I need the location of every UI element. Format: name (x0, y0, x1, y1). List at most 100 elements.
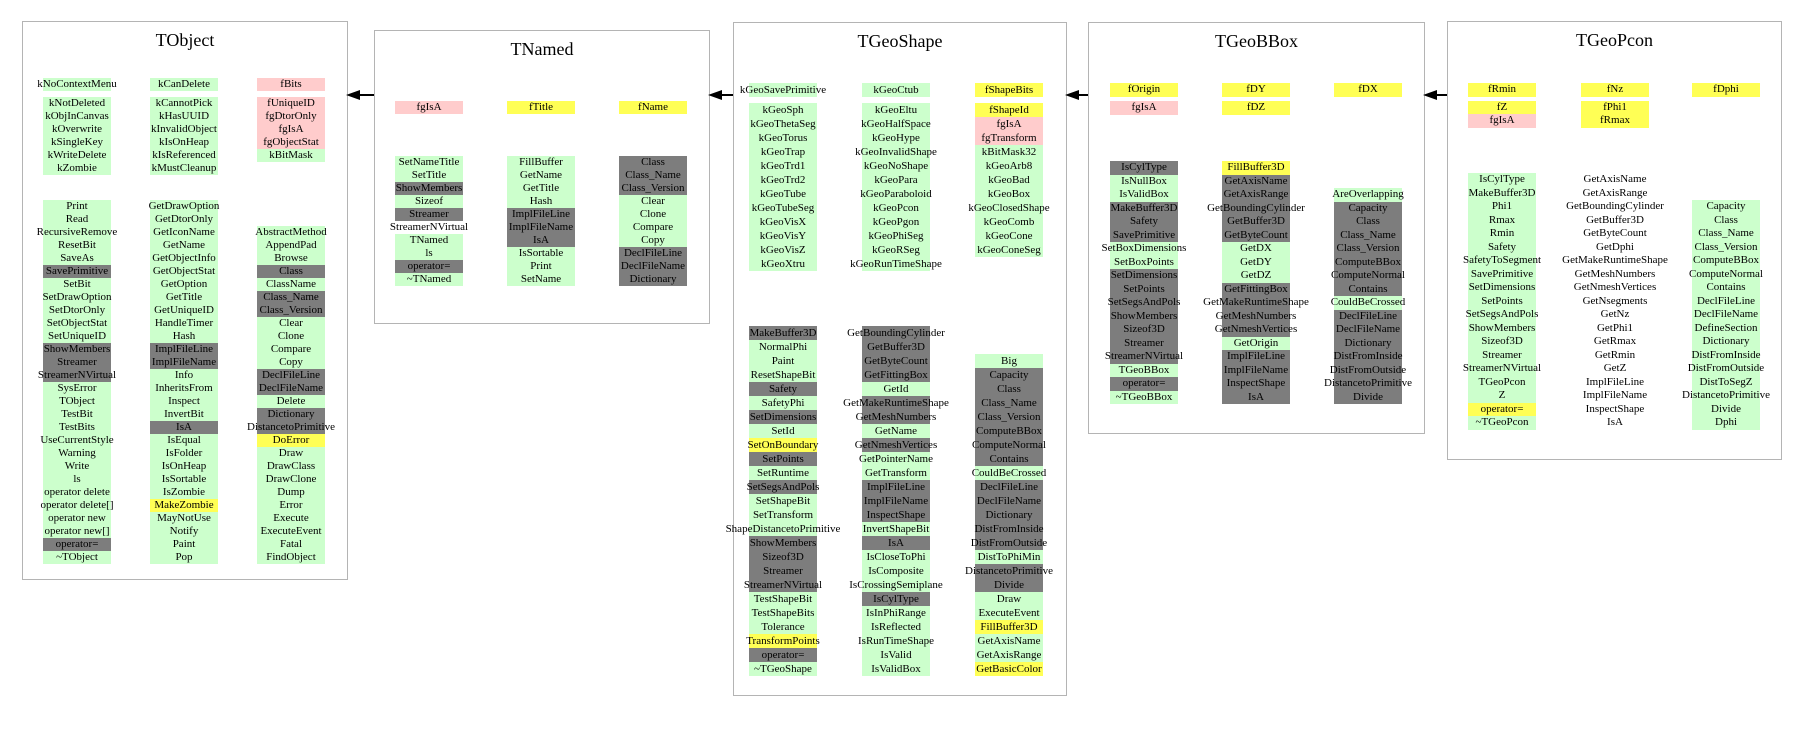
member-dictionary[interactable]: Dictionary (1293, 336, 1443, 350)
member-kisonheap[interactable]: kIsOnHeap (109, 136, 259, 149)
member-draw[interactable]: Draw (934, 592, 1084, 606)
member-testshapebits[interactable]: TestShapeBits (708, 606, 858, 620)
member-browse[interactable]: Browse (216, 252, 366, 265)
member-declfilename[interactable]: DeclFileName (1293, 323, 1443, 337)
member-kgeorseg[interactable]: kGeoRSeg (821, 243, 971, 257)
member-class-name[interactable]: Class_Name (1293, 228, 1443, 242)
member-class[interactable]: Class (1651, 213, 1795, 227)
member-implfileline[interactable]: ImplFileLine (1540, 376, 1690, 390)
member-abstractmethod[interactable]: AbstractMethod (216, 226, 366, 239)
member-usecurrentstyle[interactable]: UseCurrentStyle (2, 434, 152, 447)
member-geticonname[interactable]: GetIconName (109, 226, 259, 239)
member-setid[interactable]: SetId (708, 424, 858, 438)
member-inspectshape[interactable]: InspectShape (1540, 403, 1690, 417)
member-kgeocomb[interactable]: kGeoComb (934, 215, 1084, 229)
member-dictionary[interactable]: Dictionary (1651, 335, 1795, 349)
member-kgeoparaboloid[interactable]: kGeoParaboloid (821, 187, 971, 201)
member-computebbox[interactable]: ComputeBBox (934, 424, 1084, 438)
member-showmembers[interactable]: ShowMembers (354, 182, 504, 195)
member-fbits[interactable]: fBits (216, 78, 366, 91)
member-setpoints[interactable]: SetPoints (1427, 294, 1577, 308)
member-getaxisrange[interactable]: GetAxisRange (1540, 187, 1690, 201)
member-implfilename[interactable]: ImplFileName (109, 356, 259, 369)
member-forigin[interactable]: fOrigin (1069, 83, 1219, 97)
member-getdx[interactable]: GetDX (1181, 242, 1331, 256)
member-inspect[interactable]: Inspect (109, 395, 259, 408)
member-implfilename[interactable]: ImplFileName (466, 221, 616, 234)
member-distancetoprimitive[interactable]: DistancetoPrimitive (1293, 377, 1443, 391)
member-fz[interactable]: fZ (1427, 101, 1577, 115)
member-setsegsandpols[interactable]: SetSegsAndPols (708, 480, 858, 494)
member-inspectshape[interactable]: InspectShape (1181, 377, 1331, 391)
member-getnsegments[interactable]: GetNsegments (1540, 295, 1690, 309)
member-syserror[interactable]: SysError (2, 382, 152, 395)
member-compare[interactable]: Compare (578, 221, 728, 234)
member-disttophimin[interactable]: DistToPhiMin (934, 550, 1084, 564)
class-title-tgeopcon[interactable]: TGeoPcon (1576, 30, 1653, 50)
member-declfilename[interactable]: DeclFileName (578, 260, 728, 273)
member-implfilename[interactable]: ImplFileName (1540, 389, 1690, 403)
member-implfileline[interactable]: ImplFileLine (109, 343, 259, 356)
member-getbytecount[interactable]: GetByteCount (1181, 228, 1331, 242)
member-drawclone[interactable]: DrawClone (216, 473, 366, 486)
member-getfittingbox[interactable]: GetFittingBox (1181, 282, 1331, 296)
member-setnametitle[interactable]: SetNameTitle (354, 156, 504, 169)
member-isclosetophi[interactable]: IsCloseToPhi (821, 550, 971, 564)
member-declfilename[interactable]: DeclFileName (934, 494, 1084, 508)
member-tobject[interactable]: TObject (2, 395, 152, 408)
member-fgtransform[interactable]: fgTransform (934, 131, 1084, 145)
member-tgeobbox[interactable]: TGeoBBox (1069, 363, 1219, 377)
member-getaxisname[interactable]: GetAxisName (1181, 174, 1331, 188)
member-issortable[interactable]: IsSortable (466, 247, 616, 260)
member-implfilename[interactable]: ImplFileName (1181, 363, 1331, 377)
member-fdz[interactable]: fDZ (1181, 101, 1331, 115)
member-kgeohalfspace[interactable]: kGeoHalfSpace (821, 117, 971, 131)
member-showmembers[interactable]: ShowMembers (708, 536, 858, 550)
member-fillbuffer3d[interactable]: FillBuffer3D (934, 620, 1084, 634)
member-couldbecrossed[interactable]: CouldBeCrossed (934, 466, 1084, 480)
member-makebuffer3d[interactable]: MakeBuffer3D (708, 326, 858, 340)
member-ftitle[interactable]: fTitle (466, 101, 616, 114)
member-frmin[interactable]: fRmin (1427, 83, 1577, 97)
member-getfittingbox[interactable]: GetFittingBox (821, 368, 971, 382)
member-transformpoints[interactable]: TransformPoints (708, 634, 858, 648)
member-fdphi[interactable]: fDphi (1651, 83, 1795, 97)
member-areoverlapping[interactable]: AreOverlapping (1293, 188, 1443, 202)
member-operator-new[interactable]: operator new[] (2, 525, 152, 538)
member-clear[interactable]: Clear (578, 195, 728, 208)
member-handletimer[interactable]: HandleTimer (109, 317, 259, 330)
member-getboundingcylinder[interactable]: GetBoundingCylinder (1181, 201, 1331, 215)
member-isa[interactable]: IsA (1540, 416, 1690, 430)
member-setpoints[interactable]: SetPoints (708, 452, 858, 466)
member-setdimensions[interactable]: SetDimensions (708, 410, 858, 424)
member-computenormal[interactable]: ComputeNormal (1293, 269, 1443, 283)
member-isequal[interactable]: IsEqual (109, 434, 259, 447)
member-class-name[interactable]: Class_Name (578, 169, 728, 182)
member-getaxisrange[interactable]: GetAxisRange (934, 648, 1084, 662)
member-doerror[interactable]: DoError (216, 434, 366, 447)
member-delete[interactable]: Delete (216, 395, 366, 408)
member-kgeoctub[interactable]: kGeoCtub (821, 83, 971, 97)
member-class-name[interactable]: Class_Name (1651, 227, 1795, 241)
member-kisreferenced[interactable]: kIsReferenced (109, 149, 259, 162)
member-streamer[interactable]: Streamer (354, 208, 504, 221)
member-distfrominside[interactable]: DistFromInside (1293, 350, 1443, 364)
member-getboundingcylinder[interactable]: GetBoundingCylinder (821, 326, 971, 340)
member-computebbox[interactable]: ComputeBBox (1651, 254, 1795, 268)
member-getdtoronly[interactable]: GetDtorOnly (109, 213, 259, 226)
member-getaxisname[interactable]: GetAxisName (934, 634, 1084, 648)
member-setpoints[interactable]: SetPoints (1069, 282, 1219, 296)
member-warning[interactable]: Warning (2, 447, 152, 460)
member-distancetoprimitive[interactable]: DistancetoPrimitive (934, 564, 1084, 578)
member-khasuuid[interactable]: kHasUUID (109, 110, 259, 123)
member-kgeoclosedshape[interactable]: kGeoClosedShape (934, 201, 1084, 215)
member-getnmeshvertices[interactable]: GetNmeshVertices (821, 438, 971, 452)
member-fshapeid[interactable]: fShapeId (934, 103, 1084, 117)
member-dictionary[interactable]: Dictionary (578, 273, 728, 286)
member-getaxisrange[interactable]: GetAxisRange (1181, 188, 1331, 202)
member-declfilename[interactable]: DeclFileName (1651, 308, 1795, 322)
member-setboxpoints[interactable]: SetBoxPoints (1069, 255, 1219, 269)
member-dphi[interactable]: Dphi (1651, 416, 1795, 430)
member-fgisa[interactable]: fgIsA (934, 117, 1084, 131)
member-getmeshnumbers[interactable]: GetMeshNumbers (1540, 268, 1690, 282)
